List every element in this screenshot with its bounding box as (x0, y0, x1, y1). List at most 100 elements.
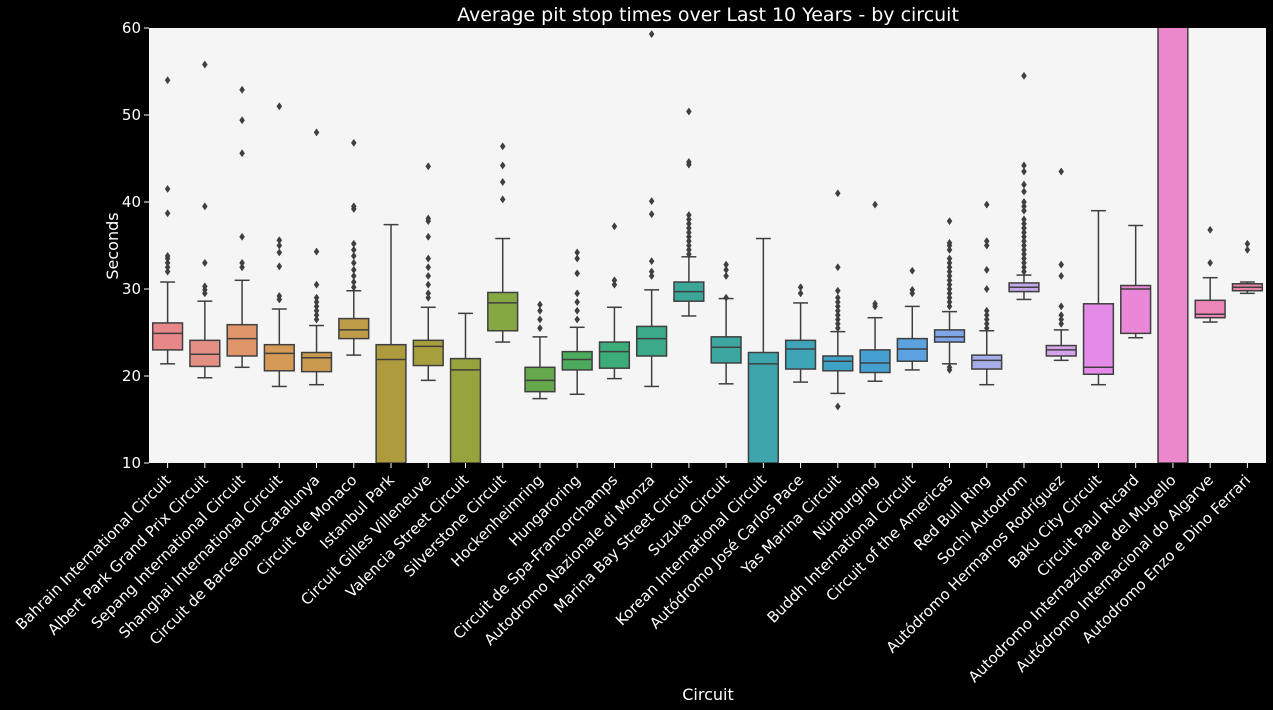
outlier-point (1021, 71, 1027, 80)
outlier-point (1058, 271, 1065, 280)
outlier-point (313, 128, 320, 137)
outlier-point (350, 245, 357, 254)
outlier-point (1021, 254, 1027, 263)
iqr-box (375, 343, 407, 463)
outlier-point (723, 271, 729, 280)
outlier-point (574, 289, 581, 298)
outlier-point (1021, 241, 1027, 250)
outlier-point (648, 30, 655, 39)
outlier-point (574, 315, 581, 324)
box-6 (338, 138, 370, 356)
outlier-point (686, 215, 692, 224)
outlier-point (946, 363, 953, 372)
outlier-point (1021, 180, 1027, 189)
outlier-point (1021, 167, 1027, 176)
iqr-box (971, 354, 1003, 370)
outlier-point (834, 324, 841, 333)
outlier-point (164, 263, 171, 272)
outlier-point (946, 289, 953, 298)
outlier-point (350, 283, 357, 292)
iqr-box (1194, 299, 1226, 319)
outlier-point (648, 267, 655, 276)
iqr-box (784, 339, 817, 370)
outlier-point (834, 263, 841, 272)
y-tick-label: 30 (122, 280, 141, 298)
outlier-point (425, 214, 432, 223)
box-3 (226, 85, 258, 369)
chart-title: Average pit stop times over Last 10 Year… (457, 4, 959, 26)
iqr-box (1120, 284, 1152, 335)
outlier-point (574, 306, 581, 315)
outlier-point (946, 267, 953, 276)
iqr-box (1157, 28, 1189, 463)
outlier-point (983, 241, 990, 250)
outlier-point (1021, 197, 1027, 207)
outlier-point (686, 228, 692, 237)
iqr-box (710, 336, 742, 364)
outlier-point (164, 267, 171, 276)
outlier-point (1021, 237, 1027, 246)
outlier-point (797, 283, 804, 292)
outlier-point (499, 177, 506, 187)
box-1 (151, 76, 184, 365)
outlier-point (1021, 224, 1027, 233)
outlier-point (276, 102, 283, 111)
outlier-point (276, 236, 283, 245)
box-23 (971, 200, 1003, 386)
outlier-point (1021, 245, 1027, 254)
outlier-point (686, 241, 692, 250)
outlier-point (946, 293, 953, 302)
outlier-point (276, 241, 283, 250)
outlier-point (648, 257, 655, 266)
outlier-point (239, 232, 245, 241)
outlier-point (1021, 267, 1027, 276)
outlier-point (350, 278, 357, 287)
outlier-point (834, 293, 841, 302)
box-8 (412, 162, 444, 382)
iqr-box (859, 349, 891, 374)
outlier-point (686, 224, 692, 233)
outlier-point (1207, 258, 1213, 267)
iqr-box (338, 317, 370, 340)
box-21 (896, 266, 928, 371)
outlier-point (686, 250, 692, 259)
iqr-box (747, 351, 779, 463)
outlier-point (872, 299, 878, 308)
outlier-point (164, 184, 171, 193)
outlier-point (164, 251, 171, 260)
outlier-point (946, 284, 953, 294)
outlier-point (648, 197, 655, 206)
outlier-point (1021, 263, 1027, 272)
outlier-point (313, 298, 320, 307)
outlier-point (909, 285, 916, 294)
outlier-point (350, 265, 357, 274)
box-26 (1082, 209, 1115, 386)
outlier-point (686, 157, 692, 167)
outlier-point (648, 210, 655, 219)
outlier-point (425, 254, 432, 263)
outlier-point (239, 149, 245, 158)
outlier-point (611, 276, 618, 285)
outlier-point (834, 298, 841, 307)
outlier-point (164, 76, 171, 85)
box-20 (859, 200, 891, 382)
box-group (151, 28, 1264, 463)
outlier-point (946, 276, 953, 285)
outlier-point (834, 311, 841, 320)
outlier-point (276, 262, 283, 271)
box-16 (710, 260, 742, 385)
iqr-box (263, 343, 295, 372)
outlier-point (1021, 202, 1027, 211)
iqr-box (636, 325, 668, 357)
outlier-point (350, 239, 357, 248)
outlier-point (834, 402, 841, 411)
outlier-point (946, 254, 953, 263)
iqr-box (1045, 344, 1077, 357)
outlier-point (1058, 315, 1065, 324)
outlier-point (164, 258, 171, 267)
y-tick-label: 40 (122, 193, 141, 211)
outlier-point (202, 282, 208, 291)
outlier-point (313, 293, 320, 302)
outlier-point (239, 116, 245, 125)
